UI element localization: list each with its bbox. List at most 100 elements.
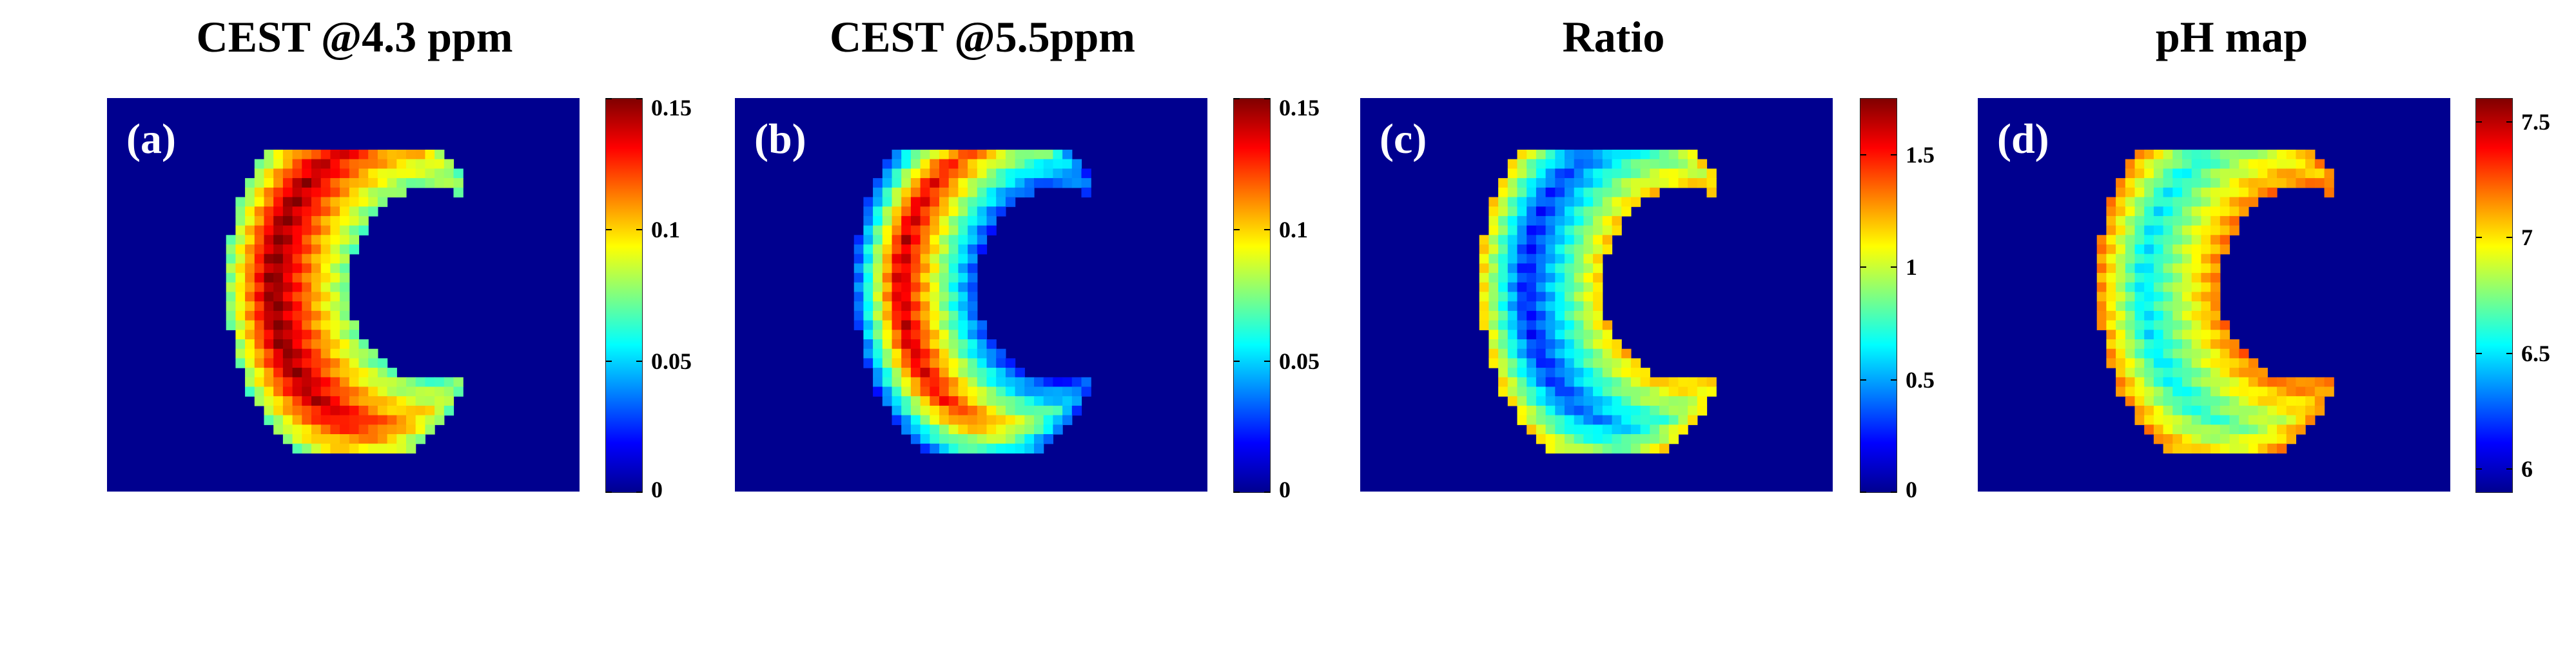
heatmap-pixel xyxy=(873,197,883,207)
heatmap-pixel xyxy=(2229,178,2239,188)
heatmap-pixel xyxy=(2191,386,2201,397)
heatmap-pixel xyxy=(1015,178,1025,188)
heatmap-pixel xyxy=(2153,215,2164,226)
heatmap-pixel xyxy=(892,178,902,188)
heatmap-pixel xyxy=(873,339,883,350)
heatmap-pixel xyxy=(2125,187,2136,198)
heatmap-pixel xyxy=(1507,310,1518,321)
heatmap-pixel xyxy=(1517,405,1527,416)
heatmap-pixel xyxy=(1688,415,1698,425)
heatmap-pixel xyxy=(930,282,940,293)
heatmap-pixel xyxy=(1706,386,1717,397)
heatmap-pixel xyxy=(892,159,902,169)
heatmap-pixel xyxy=(1602,358,1613,368)
heatmap-pixel xyxy=(1507,339,1518,350)
heatmap-pixel xyxy=(910,358,921,368)
heatmap-pixel xyxy=(311,292,322,302)
heatmap-pixel xyxy=(254,225,265,235)
heatmap-pixel xyxy=(986,424,997,435)
heatmap-pixel xyxy=(2277,424,2287,435)
heatmap-pixel xyxy=(1621,443,1632,454)
heatmap-pixel xyxy=(901,225,912,235)
heatmap-pixel xyxy=(444,377,454,388)
heatmap-pixel xyxy=(1555,358,1565,368)
heatmap-pixel xyxy=(1555,168,1565,179)
heatmap-pixel xyxy=(2134,273,2145,283)
heatmap-pixel xyxy=(1668,168,1679,179)
heatmap-pixel xyxy=(2201,330,2211,340)
heatmap-pixel xyxy=(2314,396,2325,406)
heatmap-pixel xyxy=(2201,263,2211,274)
heatmap-pixel xyxy=(1545,405,1556,416)
heatmap-pixel xyxy=(2286,424,2296,435)
heatmap-pixel xyxy=(1517,254,1527,264)
heatmap-pixel xyxy=(873,292,883,302)
heatmap-pixel xyxy=(930,330,940,340)
heatmap-pixel xyxy=(282,282,293,293)
heatmap-pixel xyxy=(235,273,246,283)
heatmap-pixel xyxy=(2239,348,2249,359)
heatmap-pixel xyxy=(1081,178,1091,188)
heatmap-pixel xyxy=(901,263,912,274)
heatmap-pixel xyxy=(2125,348,2136,359)
heatmap-pixel xyxy=(1555,377,1565,388)
heatmap-pixel xyxy=(2144,301,2154,312)
heatmap-pixel xyxy=(302,301,312,312)
heatmap-pixel xyxy=(396,377,407,388)
heatmap-pixel xyxy=(2210,301,2221,312)
heatmap-pixel xyxy=(2172,443,2183,454)
heatmap-pixel xyxy=(320,225,331,235)
heatmap-pixel xyxy=(1583,187,1594,198)
heatmap-pixel xyxy=(1527,244,1537,255)
heatmap-pixel xyxy=(254,310,265,321)
colorbar-tick-label: 0.1 xyxy=(651,217,680,243)
heatmap-pixel xyxy=(986,443,997,454)
heatmap-pixel xyxy=(2191,197,2201,207)
heatmap-pixel xyxy=(2182,178,2192,188)
heatmap-pixel xyxy=(901,424,912,435)
heatmap-pixel xyxy=(1015,424,1025,435)
heatmap-pixel xyxy=(873,263,883,274)
heatmap-pixel xyxy=(311,405,322,416)
heatmap-pixel xyxy=(1583,358,1594,368)
heatmap-pixel xyxy=(2248,159,2259,169)
heatmap-pixel xyxy=(1678,178,1688,188)
heatmap-pixel xyxy=(958,178,968,188)
heatmap-pixel xyxy=(2144,244,2154,255)
heatmap-pixel xyxy=(2201,282,2211,293)
heatmap-pixel xyxy=(2144,424,2154,435)
heatmap-pixel xyxy=(2239,424,2249,435)
heatmap-pixel xyxy=(1602,225,1613,235)
heatmap-pixel xyxy=(264,215,274,226)
heatmap-pixel xyxy=(1034,415,1044,425)
heatmap-pixel xyxy=(1612,443,1622,454)
heatmap-pixel xyxy=(396,424,407,435)
panel-d: pH map (d) 6 6.5 7 7.5 xyxy=(1875,0,2550,658)
heatmap-pixel xyxy=(2144,386,2154,397)
heatmap-pixel xyxy=(292,206,302,217)
heatmap-pixel xyxy=(1034,396,1044,406)
heatmap-pixel xyxy=(1697,168,1708,179)
heatmap-pixel xyxy=(368,368,378,378)
heatmap-pixel xyxy=(2201,273,2211,283)
heatmap-pixel xyxy=(2277,168,2287,179)
heatmap-pixel xyxy=(2210,235,2221,245)
heatmap-pixel xyxy=(1005,396,1016,406)
heatmap-pixel xyxy=(2201,301,2211,312)
heatmap-pixel xyxy=(340,424,350,435)
heatmap-pixel xyxy=(1602,415,1613,425)
heatmap-pixel xyxy=(1640,368,1650,378)
heatmap-pixel xyxy=(1062,150,1073,160)
heatmap-pixel xyxy=(1498,348,1508,359)
heatmap-pixel xyxy=(311,273,322,283)
heatmap-pixel xyxy=(377,150,388,160)
heatmap-pixel xyxy=(2172,320,2183,330)
heatmap-pixel xyxy=(1565,282,1575,293)
heatmap-pixel xyxy=(2182,415,2192,425)
heatmap-pixel xyxy=(2229,424,2239,435)
heatmap-pixel xyxy=(1678,159,1688,169)
heatmap-pixel xyxy=(273,330,284,340)
heatmap-pixel xyxy=(977,159,988,169)
heatmap-pixel xyxy=(1507,197,1518,207)
heatmap-pixel xyxy=(2125,301,2136,312)
